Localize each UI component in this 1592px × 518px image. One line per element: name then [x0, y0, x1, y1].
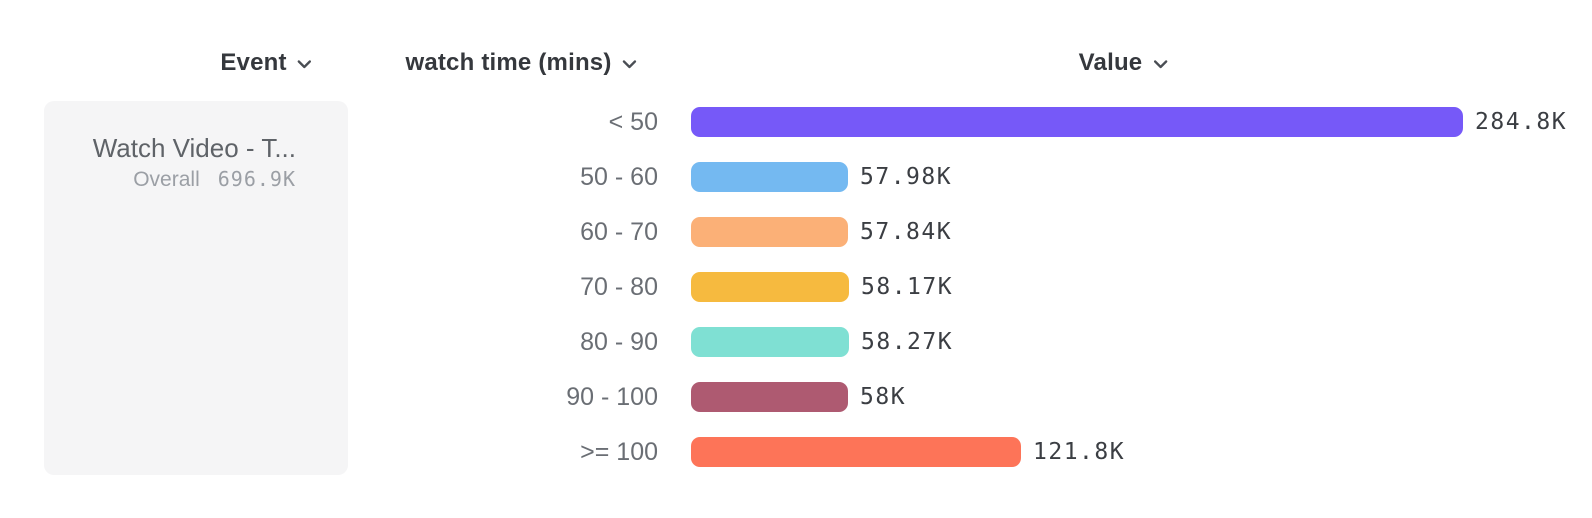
bar-category-label: 70 - 80	[580, 272, 658, 301]
bar-row: 70 - 80 58.17K	[0, 272, 1592, 302]
bar-value-label: 58.17K	[861, 274, 954, 300]
column-header-watch-time[interactable]: watch time (mins)	[405, 48, 637, 78]
bar[interactable]	[691, 272, 849, 302]
bar[interactable]	[691, 327, 849, 357]
bar[interactable]	[691, 162, 848, 192]
bar-row: >= 100 121.8K	[0, 437, 1592, 467]
bar[interactable]	[691, 107, 1463, 137]
bar-row: 60 - 70 57.84K	[0, 217, 1592, 247]
bar-category-label: 80 - 90	[580, 327, 658, 356]
column-header-watch-time-label: watch time (mins)	[405, 49, 612, 76]
bar-category-label: 50 - 60	[580, 162, 658, 191]
bar-value-label: 57.98K	[860, 164, 953, 190]
overall-value: 696.9K	[217, 167, 296, 191]
event-overall-row: Overall 696.9K	[44, 166, 296, 193]
bar-row: 50 - 60 57.98K	[0, 162, 1592, 192]
bar[interactable]	[691, 382, 848, 412]
column-header-event-label: Event	[220, 49, 287, 76]
bar[interactable]	[691, 217, 848, 247]
column-header-event[interactable]: Event	[220, 48, 312, 78]
column-header-value[interactable]: Value	[1079, 48, 1168, 78]
column-header-value-label: Value	[1078, 49, 1143, 76]
event-name: Watch Video - T...	[92, 133, 296, 163]
bar-category-label: 90 - 100	[566, 382, 658, 411]
chevron-down-icon	[298, 60, 312, 69]
chevron-down-icon	[622, 60, 637, 69]
bar-row: < 50 284.8K	[0, 107, 1592, 137]
bar-value-label: 58.27K	[861, 329, 954, 355]
bar-category-label: < 50	[608, 107, 658, 136]
bar-row: 90 - 100 58K	[0, 382, 1592, 412]
bar-value-label: 284.8K	[1475, 109, 1568, 135]
bar-value-label: 121.8K	[1033, 439, 1126, 465]
bar-value-label: 58K	[860, 384, 907, 410]
bar-category-label: 60 - 70	[580, 217, 658, 246]
bar-value-label: 57.84K	[860, 219, 953, 245]
bar-row: 80 - 90 58.27K	[0, 327, 1592, 357]
event-legend-card[interactable]: Watch Video - T... Overall 696.9K	[44, 101, 348, 475]
bar-category-label: >= 100	[580, 437, 658, 466]
overall-label: Overall	[133, 168, 200, 191]
bar[interactable]	[691, 437, 1021, 467]
chevron-down-icon	[1153, 60, 1168, 69]
